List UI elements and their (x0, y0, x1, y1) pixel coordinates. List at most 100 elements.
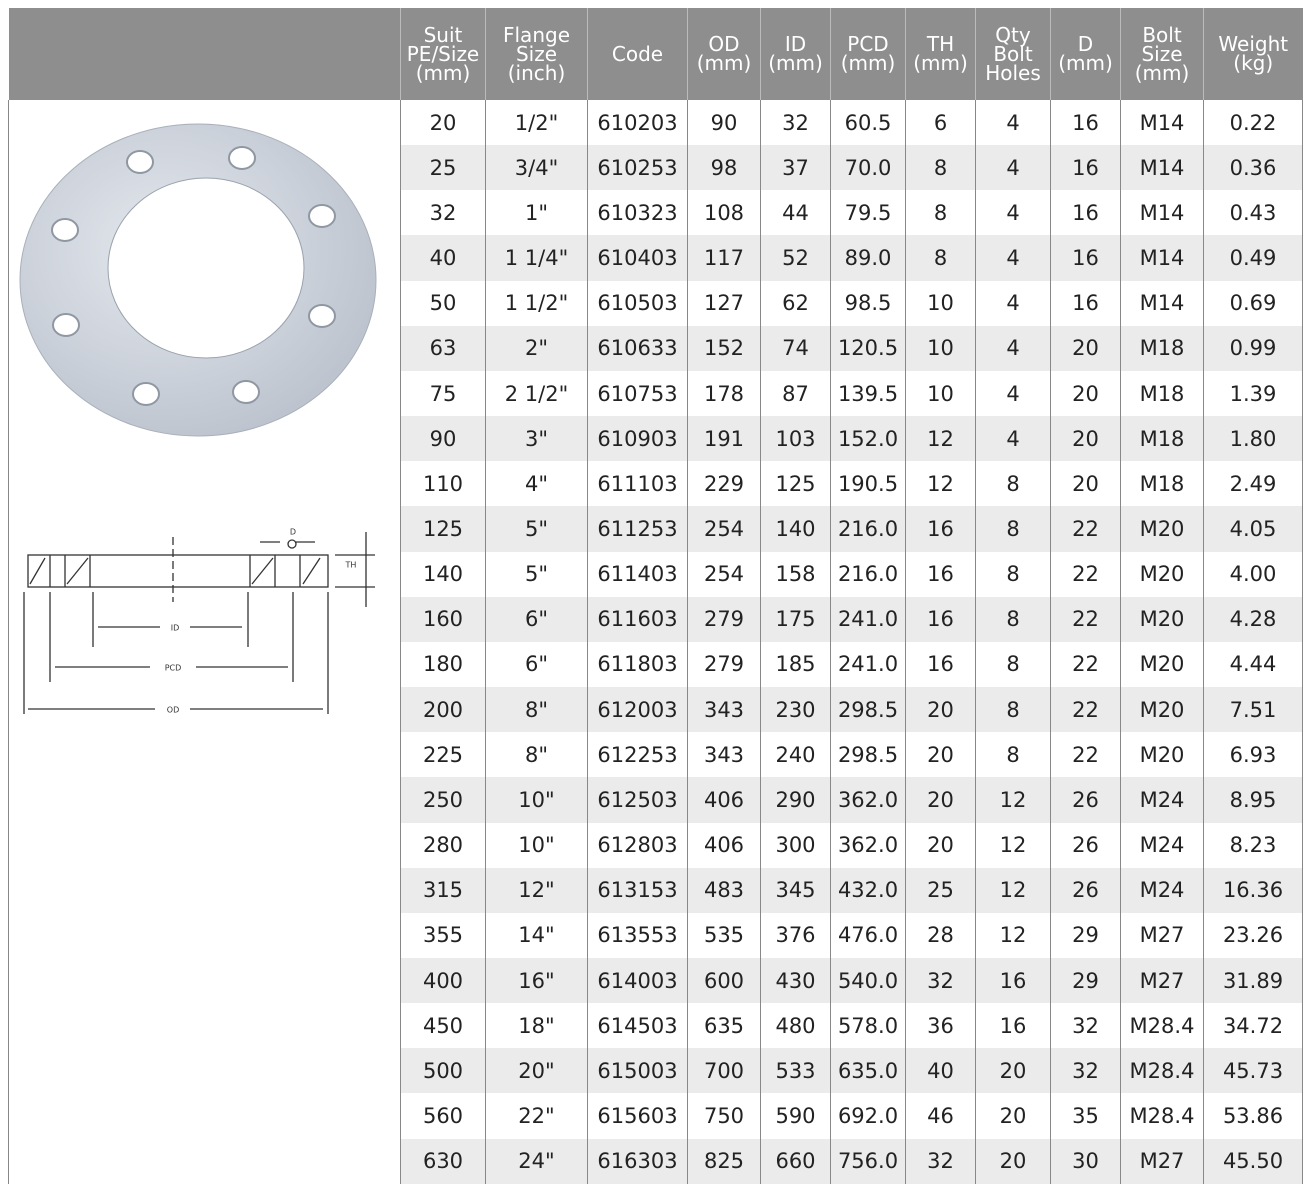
table-cell: 90 (688, 100, 761, 145)
table-cell: M27 (1121, 958, 1204, 1003)
table-cell: M20 (1121, 732, 1204, 777)
table-cell: 22" (486, 1093, 588, 1138)
table-cell: 20 (906, 823, 976, 868)
table-cell: 22 (1051, 597, 1121, 642)
table-cell: 2" (486, 326, 588, 371)
table-cell: M14 (1121, 100, 1204, 145)
table-cell: 16.36 (1204, 868, 1303, 913)
table-cell: 16 (976, 958, 1051, 1003)
table-cell: 376 (761, 913, 831, 958)
table-cell: 20 (906, 777, 976, 822)
table-cell: 74 (761, 326, 831, 371)
table-cell: 22 (1051, 506, 1121, 551)
table-cell: 10 (906, 326, 976, 371)
table-cell: 216.0 (831, 506, 906, 551)
table-cell: 4.44 (1204, 642, 1303, 687)
table-cell: 298.5 (831, 732, 906, 777)
table-cell: 32 (401, 190, 486, 235)
table-cell: 12 (976, 823, 1051, 868)
table-cell: 8 (906, 190, 976, 235)
table-cell: 610903 (588, 416, 688, 461)
table-cell: 4 (976, 416, 1051, 461)
table-cell: 20 (1051, 371, 1121, 416)
table-cell: 1.80 (1204, 416, 1303, 461)
table-cell: 240 (761, 732, 831, 777)
table-cell: 750 (688, 1093, 761, 1138)
table-cell: 20 (1051, 461, 1121, 506)
table-cell: 0.99 (1204, 326, 1303, 371)
table-cell: 692.0 (831, 1093, 906, 1138)
table-cell: M20 (1121, 506, 1204, 551)
table-cell: 230 (761, 687, 831, 732)
diagram-label: TH (345, 561, 357, 570)
table-cell: 45.50 (1204, 1139, 1303, 1184)
table-cell: 20 (976, 1139, 1051, 1184)
table-cell: 0.69 (1204, 281, 1303, 326)
table-cell: M24 (1121, 868, 1204, 913)
table-cell: 98 (688, 145, 761, 190)
table-cell: 16 (1051, 145, 1121, 190)
table-cell: 611603 (588, 597, 688, 642)
table-cell: 16 (976, 1003, 1051, 1048)
table-cell: 20 (1051, 416, 1121, 461)
table-cell: 16 (1051, 190, 1121, 235)
header-cell: FlangeSize(inch) (486, 8, 588, 100)
table-cell: 4 (976, 371, 1051, 416)
table-cell: M14 (1121, 281, 1204, 326)
table-cell: 476.0 (831, 913, 906, 958)
table-cell: 480 (761, 1003, 831, 1048)
table-cell: 615603 (588, 1093, 688, 1138)
table-cell: 8 (976, 597, 1051, 642)
table-cell: 616303 (588, 1139, 688, 1184)
table-cell: 560 (401, 1093, 486, 1138)
header-cell: SuitPE/Size(mm) (401, 8, 486, 100)
table-cell: 5" (486, 552, 588, 597)
table-cell: 8 (906, 235, 976, 280)
table-cell: 152 (688, 326, 761, 371)
header-line: (mm) (1051, 54, 1120, 73)
header-cell: Weight(kg) (1204, 8, 1303, 100)
table-cell: 610503 (588, 281, 688, 326)
table-cell: 612253 (588, 732, 688, 777)
table-cell: 40 (906, 1048, 976, 1093)
table-cell: M28.4 (1121, 1003, 1204, 1048)
table-cell: 108 (688, 190, 761, 235)
table-cell: 75 (401, 371, 486, 416)
table-cell: 610753 (588, 371, 688, 416)
table-cell: 29 (1051, 958, 1121, 1003)
table-cell: 540.0 (831, 958, 906, 1003)
header-line: (mm) (688, 54, 760, 73)
table-cell: 290 (761, 777, 831, 822)
table-cell: 16 (906, 506, 976, 551)
table-cell: 5" (486, 506, 588, 551)
table-cell: 343 (688, 732, 761, 777)
table-cell: 700 (688, 1048, 761, 1093)
table-cell: M20 (1121, 597, 1204, 642)
table-cell: 175 (761, 597, 831, 642)
table-cell: 40 (401, 235, 486, 280)
table-cell: 1" (486, 190, 588, 235)
table-cell: 37 (761, 145, 831, 190)
table-cell: 355 (401, 913, 486, 958)
table-cell: 60.5 (831, 100, 906, 145)
table-cell: 12" (486, 868, 588, 913)
table-cell: 4 (976, 281, 1051, 326)
table-cell: 535 (688, 913, 761, 958)
table-cell: 31.89 (1204, 958, 1303, 1003)
table-cell: 7.51 (1204, 687, 1303, 732)
table-cell: 0.43 (1204, 190, 1303, 235)
table-cell: 25 (906, 868, 976, 913)
table-cell: 225 (401, 732, 486, 777)
table-cell: 35 (1051, 1093, 1121, 1138)
table-cell: M18 (1121, 371, 1204, 416)
table-cell: 432.0 (831, 868, 906, 913)
table-cell: 16 (1051, 235, 1121, 280)
table-cell: 6.93 (1204, 732, 1303, 777)
table-cell: 300 (761, 823, 831, 868)
header-line: Holes (976, 64, 1050, 83)
table-cell: 600 (688, 958, 761, 1003)
table-cell: 8 (976, 642, 1051, 687)
table-cell: M20 (1121, 642, 1204, 687)
table-cell: 20" (486, 1048, 588, 1093)
table-cell: 610253 (588, 145, 688, 190)
